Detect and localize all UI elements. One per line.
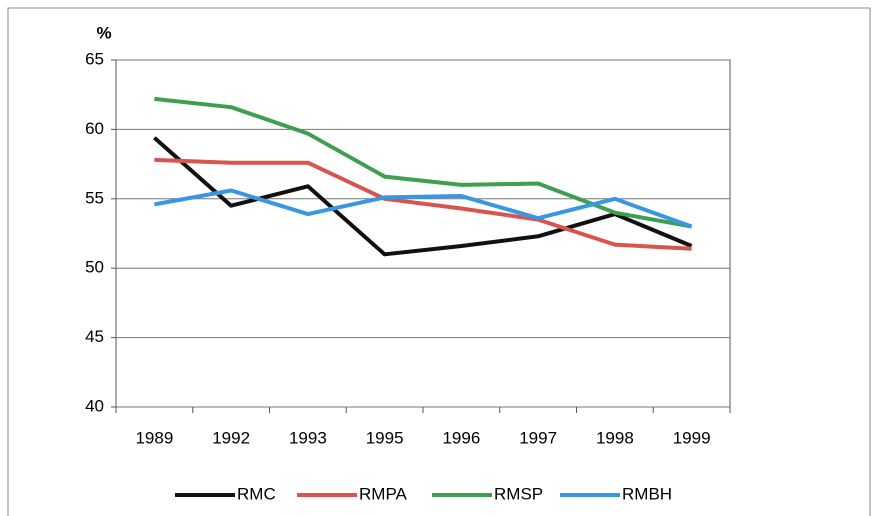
plot-area [115,59,731,408]
x-tick-label: 1998 [596,428,634,447]
series-line [154,188,693,229]
legend-label: RMBH [622,484,672,503]
x-tick-label: 1995 [366,428,404,447]
legend-label: RMC [237,484,276,503]
x-tick-label: 1997 [519,428,557,447]
legend-label: RMPA [359,484,408,503]
y-tick-label: 65 [85,49,104,68]
x-tick-label: 1993 [289,428,327,447]
series-line [153,136,693,257]
x-tick-label: 1992 [212,428,250,447]
y-tick-label: 60 [85,119,104,138]
y-tick-label: 50 [85,258,104,277]
x-tick-label: 1999 [673,428,711,447]
series-line [154,96,692,229]
series-line [154,157,692,251]
x-tick-label: 1996 [442,428,480,447]
y-tick-label: 45 [85,327,104,346]
y-axis-label: % [96,23,111,42]
y-tick-label: 40 [85,396,104,415]
y-tick-label: 55 [85,188,104,207]
legend-label: RMSP [494,484,543,503]
x-tick-label: 1989 [135,428,173,447]
